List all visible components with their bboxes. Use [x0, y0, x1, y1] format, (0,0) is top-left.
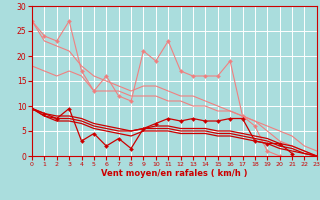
X-axis label: Vent moyen/en rafales ( km/h ): Vent moyen/en rafales ( km/h )	[101, 169, 248, 178]
